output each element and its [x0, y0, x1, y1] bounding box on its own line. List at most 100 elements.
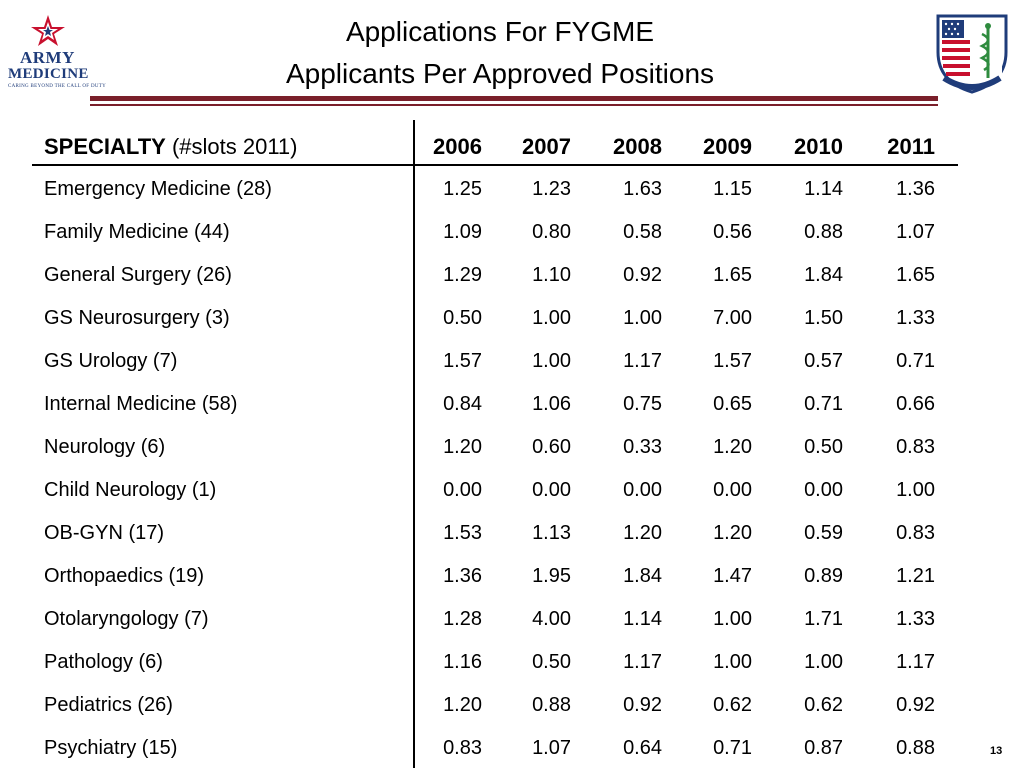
ratio-cell: 0.00 [713, 479, 752, 501]
ratio-cell: 0.58 [623, 221, 662, 243]
army-medicine-logo: ARMY MEDICINE CARING BEYOND THE CALL OF … [6, 14, 106, 92]
ratio-cell: 0.88 [896, 737, 935, 759]
page-subtitle: Applicants Per Approved Positions [285, 58, 715, 89]
ratio-cell: 1.00 [896, 479, 935, 501]
specialty-name: Otolaryngology (7) [44, 608, 209, 630]
ratio-cell: 0.64 [623, 737, 662, 759]
year-header: 2011 [887, 134, 935, 159]
ratio-cell: 1.10 [532, 264, 571, 286]
table-row: Internal Medicine (58) 0.84 1.06 0.75 0.65 0.… [0, 390, 1024, 418]
specialty-header: SPECIALTY (#slots 2011) [44, 134, 298, 160]
ratio-cell: 1.21 [896, 565, 935, 587]
ratio-cell: 1.16 [443, 651, 482, 673]
ratio-cell: 0.84 [443, 393, 482, 415]
ratio-cell: 0.50 [804, 436, 843, 458]
year-header: 2009 [703, 134, 752, 159]
ratio-cell: 0.83 [896, 522, 935, 544]
ratio-cell: 1.47 [713, 565, 752, 587]
table-row: Neurology (6) 1.20 0.60 0.33 1.20 0.50 0.83 [0, 433, 1024, 461]
header-rule-thin [90, 104, 938, 106]
table-row: OB-GYN (17) 1.53 1.13 1.20 1.20 0.59 0.83 [0, 519, 1024, 547]
ratio-cell: 0.83 [896, 436, 935, 458]
ratio-cell: 1.20 [623, 522, 662, 544]
slots-label: (#slots 2011) [171, 134, 298, 159]
specialty-name: Neurology (6) [44, 436, 166, 458]
ratio-cell: 0.59 [804, 522, 843, 544]
ratio-cell: 0.87 [804, 737, 843, 759]
ratio-cell: 0.80 [532, 221, 571, 243]
header-underline [32, 164, 958, 166]
table-row: Child Neurology (1) 0.00 0.00 0.00 0.00 0.00 1… [0, 476, 1024, 504]
table-row: Otolaryngology (7) 1.28 4.00 1.14 1.00 1.71 1.… [0, 605, 1024, 633]
ratio-cell: 0.88 [804, 221, 843, 243]
ratio-cell: 0.50 [532, 651, 571, 673]
ratio-cell: 4.00 [532, 608, 571, 630]
ratio-cell: 1.33 [896, 608, 935, 630]
ratio-cell: 0.50 [443, 307, 482, 329]
ratio-cell: 1.33 [896, 307, 935, 329]
specialty-name: GS Neurosurgery (3) [44, 307, 230, 329]
year-header: 2007 [522, 134, 571, 159]
ratio-cell: 0.00 [443, 479, 482, 501]
page-number: 13 [990, 745, 1003, 757]
specialty-name: OB-GYN (17) [44, 522, 165, 544]
table-row: Pathology (6) 1.16 0.50 1.17 1.00 1.00 1.17 [0, 648, 1024, 676]
ratio-cell: 0.71 [804, 393, 843, 415]
ratio-cell: 1.06 [532, 393, 571, 415]
ratio-cell: 1.20 [713, 522, 752, 544]
specialty-name: Internal Medicine (58) [44, 393, 238, 415]
logo-tagline: CARING BEYOND THE CALL OF DUTY [8, 84, 107, 89]
ratio-cell: 7.00 [713, 307, 752, 329]
table-row: Pediatrics (26) 1.20 0.88 0.92 0.62 0.62 0.92 [0, 691, 1024, 719]
ratio-cell: 0.56 [713, 221, 752, 243]
ratio-cell: 0.92 [623, 694, 662, 716]
ratio-cell: 0.33 [623, 436, 662, 458]
ratio-cell: 1.17 [623, 350, 662, 372]
ratio-cell: 1.00 [623, 307, 662, 329]
specialty-name: Orthopaedics (19) [44, 565, 205, 587]
ratio-cell: 0.92 [896, 694, 935, 716]
ratio-cell: 0.83 [443, 737, 482, 759]
ratio-cell: 1.09 [443, 221, 482, 243]
specialty-name: Child Neurology (1) [44, 479, 217, 501]
figure-1 [31, 15, 65, 46]
year-header: 2008 [613, 134, 662, 159]
table-row: Psychiatry (15) 0.83 1.07 0.64 0.71 0.87 0.88 [0, 734, 1024, 762]
ratio-cell: 0.57 [804, 350, 843, 372]
ratio-cell: 1.65 [896, 264, 935, 286]
ratio-cell: 1.17 [896, 651, 935, 673]
ratio-cell: 1.84 [623, 565, 662, 587]
table-row: GS Neurosurgery (3) 0.50 1.00 1.00 7.00 1.50 1… [0, 304, 1024, 332]
ratio-cell: 1.17 [623, 651, 662, 673]
ratio-cell: 1.00 [713, 651, 752, 673]
ratio-cell: 1.57 [443, 350, 482, 372]
ratio-cell: 0.66 [896, 393, 935, 415]
ratio-cell: 1.50 [804, 307, 843, 329]
ratio-cell: 1.00 [713, 608, 752, 630]
specialty-name: Psychiatry (15) [44, 737, 178, 759]
ratio-cell: 1.84 [804, 264, 843, 286]
ratio-cell: 1.07 [532, 737, 571, 759]
ratio-cell: 0.71 [896, 350, 935, 372]
ratio-cell: 1.20 [443, 694, 482, 716]
ratio-cell: 1.71 [804, 608, 843, 630]
ratio-cell: 1.14 [623, 608, 662, 630]
ratio-cell: 1.28 [443, 608, 482, 630]
ratio-cell: 0.62 [713, 694, 752, 716]
ratio-cell: 0.71 [713, 737, 752, 759]
table-row: Orthopaedics (19) 1.36 1.95 1.84 1.47 0.89 1.2… [0, 562, 1024, 590]
table-row: GS Urology (7) 1.57 1.00 1.17 1.57 0.57 0.71 [0, 347, 1024, 375]
table-row: Emergency Medicine (28) 1.25 1.23 1.63 1.15 1… [0, 175, 1024, 203]
ratio-cell: 0.60 [532, 436, 571, 458]
specialty-name: Family Medicine (44) [44, 221, 230, 243]
ratio-cell: 1.20 [443, 436, 482, 458]
ratio-cell: 0.89 [804, 565, 843, 587]
ratio-cell: 1.25 [443, 178, 482, 200]
ratio-cell: 1.00 [532, 350, 571, 372]
ratio-cell: 1.36 [896, 178, 935, 200]
ratio-cell: 1.07 [896, 221, 935, 243]
column-divider [413, 120, 415, 768]
ratio-cell: 1.65 [713, 264, 752, 286]
specialty-name: Pediatrics (26) [44, 694, 173, 716]
specialty-name: General Surgery (26) [44, 264, 232, 286]
